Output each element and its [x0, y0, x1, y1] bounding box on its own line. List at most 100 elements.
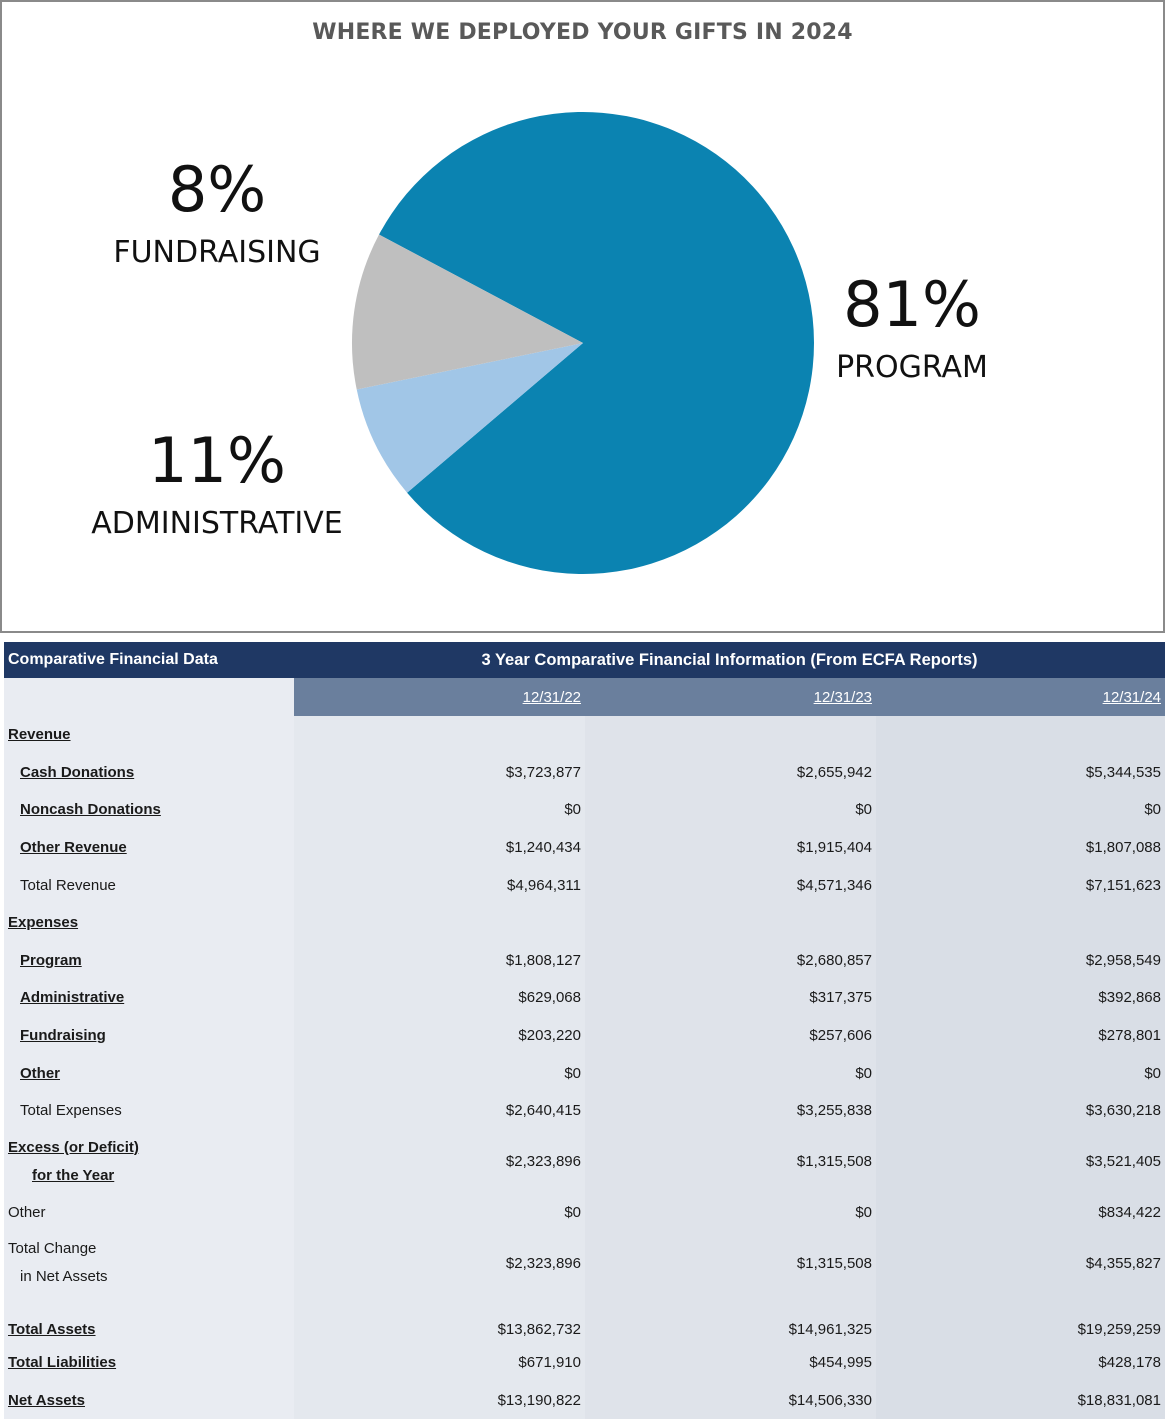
table-row: Total Expenses $2,640,415 $3,255,838 $3,… [4, 1091, 1165, 1130]
cell: $3,521,405 [876, 1129, 1165, 1194]
chart-title: WHERE WE DEPLOYED YOUR GIFTS IN 2024 [312, 20, 853, 45]
cell: $454,995 [585, 1344, 876, 1382]
pie-chart-panel: WHERE WE DEPLOYED YOUR GIFTS IN 2024 8% … [0, 0, 1165, 633]
total-change-line1: Total Change [8, 1240, 97, 1258]
cell: $1,808,127 [294, 941, 585, 980]
cell: $4,355,827 [876, 1231, 1165, 1296]
other-expense-label[interactable]: Other [20, 1064, 61, 1082]
cell: $1,240,434 [294, 828, 585, 867]
cell: $14,961,325 [585, 1295, 876, 1345]
cell: $5,344,535 [876, 753, 1165, 792]
fundraising-expense-label[interactable]: Fundraising [20, 1027, 106, 1045]
header-left: Comparative Financial Data [4, 642, 294, 678]
cell: $14,506,330 [585, 1381, 876, 1419]
cell: $428,178 [876, 1344, 1165, 1382]
cell: $0 [294, 1193, 585, 1232]
pie-slice-fundraising [356, 343, 583, 493]
table-row: Expenses [4, 903, 1165, 942]
cash-donations-label[interactable]: Cash Donations [20, 763, 135, 781]
cell: $3,630,218 [876, 1091, 1165, 1130]
cell: $2,655,942 [585, 753, 876, 792]
cell: $7,151,623 [876, 866, 1165, 904]
pie-chart [352, 111, 815, 574]
cell: $1,807,088 [876, 828, 1165, 867]
table-row: Cash Donations $3,723,877 $2,655,942 $5,… [4, 753, 1165, 792]
cell: $392,868 [876, 979, 1165, 1017]
cell: $19,259,259 [876, 1295, 1165, 1345]
program-label: PROGRAM [836, 350, 988, 385]
table-row: Other $0 $0 $834,422 [4, 1193, 1165, 1232]
cell: $3,723,877 [294, 753, 585, 792]
cell: $0 [294, 791, 585, 829]
cell: $0 [294, 1054, 585, 1092]
table-row: Total Liabilities $671,910 $454,995 $428… [4, 1344, 1165, 1382]
total-revenue-label: Total Revenue [4, 866, 294, 904]
revenue-heading[interactable]: Revenue [8, 726, 71, 744]
cell: $2,323,896 [294, 1231, 585, 1296]
table-row: Revenue [4, 716, 1165, 754]
cell: $13,190,822 [294, 1381, 585, 1419]
cell: $317,375 [585, 979, 876, 1017]
table-row: Total Assets $13,862,732 $14,961,325 $19… [4, 1295, 1165, 1345]
pie-slice-administrative [352, 234, 583, 390]
fundraising-label: FUNDRAISING [113, 235, 321, 270]
administrative-percent: 11% [148, 424, 286, 497]
fundraising-percent: 8% [167, 153, 267, 226]
noncash-donations-label[interactable]: Noncash Donations [20, 801, 161, 819]
cell: $1,915,404 [585, 828, 876, 867]
excess-label-line2[interactable]: for the Year [32, 1166, 115, 1184]
cell: $203,220 [294, 1016, 585, 1055]
date-col-1[interactable]: 12/31/22 [294, 678, 585, 716]
table-row: Fundraising $203,220 $257,606 $278,801 [4, 1016, 1165, 1055]
cell: $629,068 [294, 979, 585, 1017]
cell: $834,422 [876, 1193, 1165, 1232]
cell: $0 [585, 1054, 876, 1092]
total-liabilities-label[interactable]: Total Liabilities [8, 1354, 117, 1372]
table-row: Excess (or Deficit) for the Year $2,323,… [4, 1129, 1165, 1194]
table-header-row: Comparative Financial Data 3 Year Compar… [4, 642, 1165, 678]
cell: $0 [585, 1193, 876, 1232]
table-row: Administrative $629,068 $317,375 $392,86… [4, 979, 1165, 1017]
cell: $3,255,838 [585, 1091, 876, 1130]
table-row: Net Assets $13,190,822 $14,506,330 $18,8… [4, 1381, 1165, 1419]
net-assets-label[interactable]: Net Assets [8, 1392, 85, 1410]
date-col-2[interactable]: 12/31/23 [585, 678, 876, 716]
table-row: Program $1,808,127 $2,680,857 $2,958,549 [4, 941, 1165, 980]
cell: $0 [585, 791, 876, 829]
table-row: Total Change in Net Assets $2,323,896 $1… [4, 1231, 1165, 1296]
cell: $2,958,549 [876, 941, 1165, 980]
cell: $0 [876, 1054, 1165, 1092]
cell: $671,910 [294, 1344, 585, 1382]
table-row: Noncash Donations $0 $0 $0 [4, 791, 1165, 829]
cell: $13,862,732 [294, 1295, 585, 1345]
cell: $1,315,508 [585, 1231, 876, 1296]
pie-slice-program [379, 111, 815, 574]
administrative-label: ADMINISTRATIVE [91, 506, 343, 541]
cell: $4,571,346 [585, 866, 876, 904]
date-col-3[interactable]: 12/31/24 [876, 678, 1165, 716]
program-percent: 81% [843, 268, 981, 341]
table-row: Other Revenue $1,240,434 $1,915,404 $1,8… [4, 828, 1165, 867]
cell: $1,315,508 [585, 1129, 876, 1194]
administrative-expense-label[interactable]: Administrative [20, 989, 125, 1007]
total-assets-label[interactable]: Total Assets [8, 1321, 96, 1339]
cell: $257,606 [585, 1016, 876, 1055]
cell: $2,323,896 [294, 1129, 585, 1194]
cell: $2,680,857 [585, 941, 876, 980]
total-expenses-label: Total Expenses [4, 1091, 294, 1130]
total-change-line2: in Net Assets [20, 1268, 108, 1286]
other-label: Other [4, 1193, 294, 1232]
financial-table: Comparative Financial Data 3 Year Compar… [4, 642, 1165, 1419]
cell: $0 [876, 791, 1165, 829]
cell: $278,801 [876, 1016, 1165, 1055]
dates-row: 12/31/22 12/31/23 12/31/24 [4, 678, 1165, 716]
cell: $18,831,081 [876, 1381, 1165, 1419]
dates-spacer [4, 678, 294, 716]
cell: $4,964,311 [294, 866, 585, 904]
financial-table-container: Comparative Financial Data 3 Year Compar… [4, 642, 1165, 1419]
program-expense-label[interactable]: Program [20, 951, 82, 969]
expenses-heading[interactable]: Expenses [8, 914, 79, 932]
other-revenue-label[interactable]: Other Revenue [20, 839, 127, 857]
excess-label-line1[interactable]: Excess (or Deficit) [8, 1138, 139, 1156]
cell: $2,640,415 [294, 1091, 585, 1130]
